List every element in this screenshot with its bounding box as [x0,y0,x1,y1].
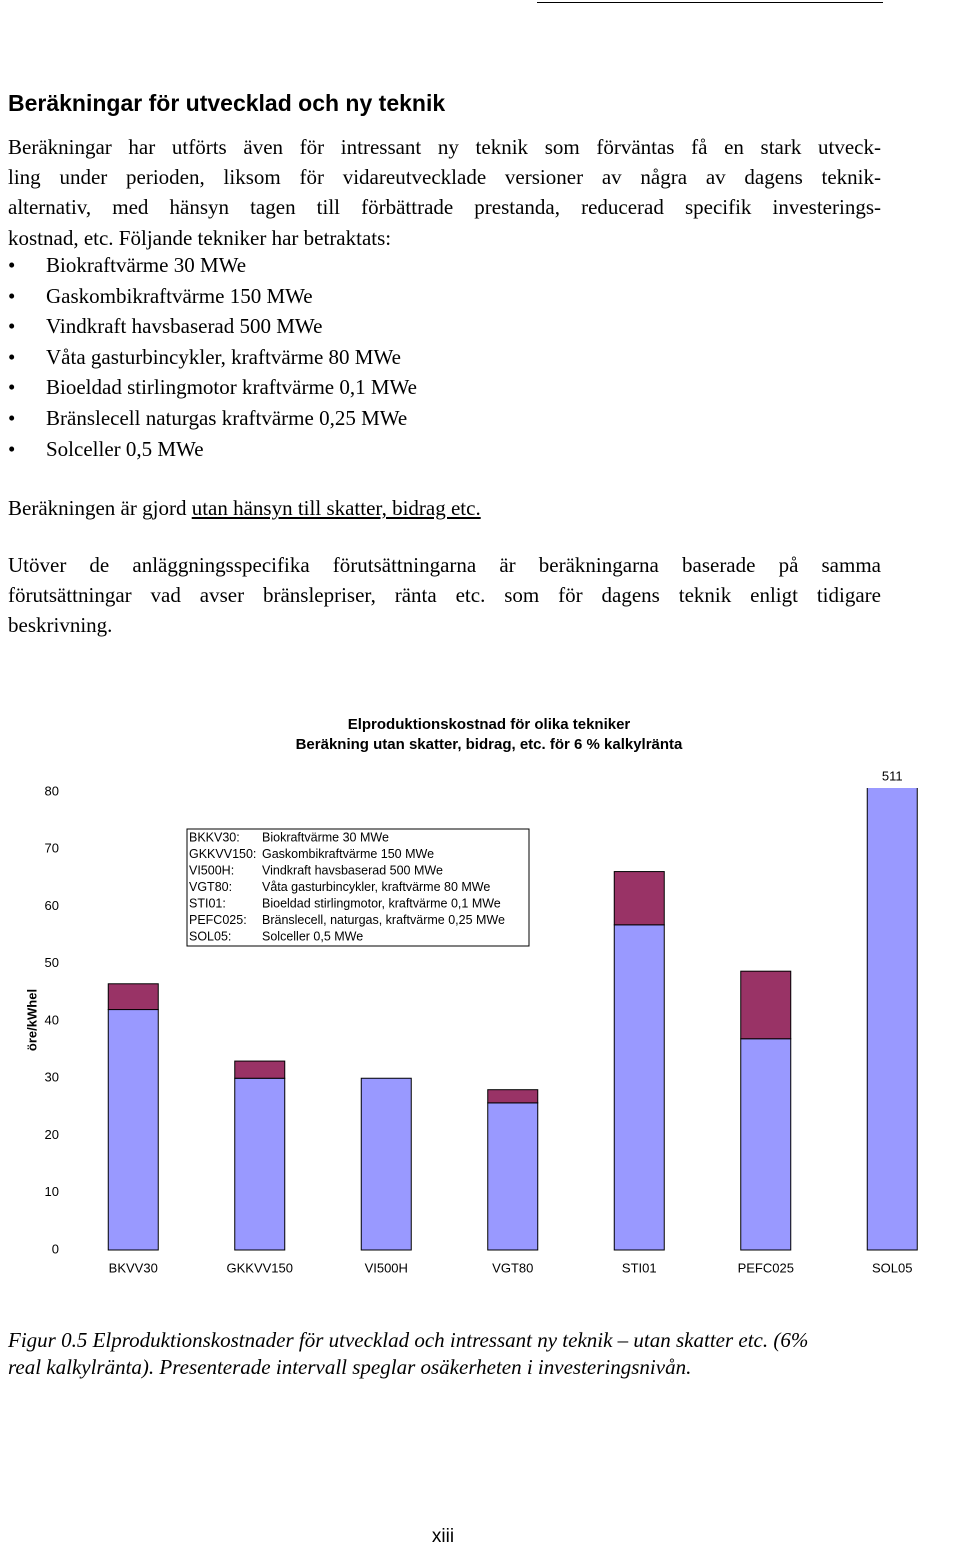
y-tick-label: 60 [45,898,59,913]
bullet: • [8,375,16,400]
legend-code: VGT80: [189,880,232,894]
y-tick-label: 80 [45,783,59,798]
legend-text: Bioeldad stirlingmotor, kraftvärme 0,1 M… [262,896,501,910]
y-tick-label: 0 [52,1241,59,1256]
bar-segment [487,1089,539,1104]
y-tick-label: 40 [45,1012,59,1027]
bar-segment [487,1102,539,1251]
bullet-text: Solceller 0,5 MWe [46,436,204,461]
x-tick-label: GKKVV150 [227,1260,294,1275]
bullet-text: Bioeldad stirlingmotor kraftvärme 0,1 MW… [46,375,417,400]
bar-segment [740,1038,792,1251]
legend-box [186,828,530,947]
bars [107,788,918,1251]
legend-code: STI01: [189,896,226,910]
header-rule [537,2,883,3]
note-text: Beräkningen är gjord [8,496,187,520]
bar-segment [613,924,665,1251]
y-tick-label: 30 [45,1070,59,1085]
legend-code: GKKVV150: [189,847,256,861]
bullet: • [8,314,16,339]
caption-line: real kalkylränta). Presenterade interval… [8,1355,692,1379]
legend-text: Vindkraft havsbaserad 500 MWe [262,863,443,877]
bullet-text: Gaskombikraftvärme 150 MWe [46,283,313,308]
text-line: Utöver de anläggningsspecifika förutsätt… [8,553,881,577]
note: Beräkningen är gjord utan hänsyn till sk… [8,496,881,520]
heading: Beräkningar för utvecklad och ny teknik [8,90,446,116]
x-tick-label: PEFC025 [738,1260,794,1275]
bar-segment [613,871,665,926]
legend-text: Våta gasturbincykler, kraftvärme 80 MWe [262,880,490,894]
text-line: kostnad, etc. Följande tekniker har betr… [8,225,392,250]
y-tick-label: 70 [45,841,59,856]
y-axis-label: öre/kWhel [24,989,39,1051]
bar-segment [107,983,159,1011]
bullet: • [8,406,16,430]
bullet: • [8,344,16,369]
x-tick-label: BKVV30 [109,1260,158,1275]
legend-code: PEFC025: [189,913,247,927]
chart-subtitle: Beräkning utan skatter, bidrag, etc. för… [296,736,683,753]
x-tick-label: VI500H [365,1260,408,1275]
legend-code: SOL05: [189,929,231,943]
bullet-text: Bränslecell naturgas kraftvärme 0,25 MWe [46,406,408,430]
data-label: 511 [882,768,903,783]
bar-segment [360,1077,412,1251]
text-line: Beräkningar har utförts även för intress… [8,135,881,159]
y-tick-label: 50 [45,955,59,970]
x-tick-label: VGT80 [492,1260,533,1275]
bar-segment [740,970,792,1040]
bullet: • [8,253,16,277]
chart-title: Elproduktionskostnad för olika tekniker [348,716,631,733]
y-tick-label: 10 [45,1184,59,1199]
legend-text: Gaskombikraftvärme 150 MWe [262,847,434,861]
note-underlined: utan hänsyn till skatter, bidrag etc. [191,496,481,520]
page-number: xiii [431,1526,455,1545]
x-tick-label: SOL05 [872,1260,912,1275]
y-tick-label: 20 [45,1127,59,1142]
text-line: förutsättningar vad avser bränslepriser,… [8,583,881,608]
legend-text: Solceller 0,5 MWe [262,929,363,943]
bar-segment [107,1009,159,1251]
bar-segment [866,788,918,1251]
x-tick-label: STI01 [622,1260,657,1275]
legend-text: Biokraftvärme 30 MWe [262,830,389,844]
legend-code: BKKV30: [189,830,240,844]
legend-code: VI500H: [189,863,234,877]
bullet: • [8,436,16,461]
bar-segment [234,1060,286,1079]
bullet-text: Vindkraft havsbaserad 500 MWe [46,314,323,339]
bullet: • [8,283,16,308]
bullet-text: Våta gasturbincykler, kraftvärme 80 MWe [46,344,401,369]
text-line: beskrivning. [8,613,113,638]
caption-line: Figur 0.5 Elproduktionskostnader för utv… [8,1328,809,1352]
bar-segment [234,1077,286,1251]
bullet-text: Biokraftvärme 30 MWe [46,253,247,277]
text-line: ling under perioden, liksom för vidareut… [8,165,881,190]
legend-text: Bränslecell, naturgas, kraftvärme 0,25 M… [262,913,505,927]
text-line: alternativ, med hänsyn tagen till förbät… [8,195,881,220]
